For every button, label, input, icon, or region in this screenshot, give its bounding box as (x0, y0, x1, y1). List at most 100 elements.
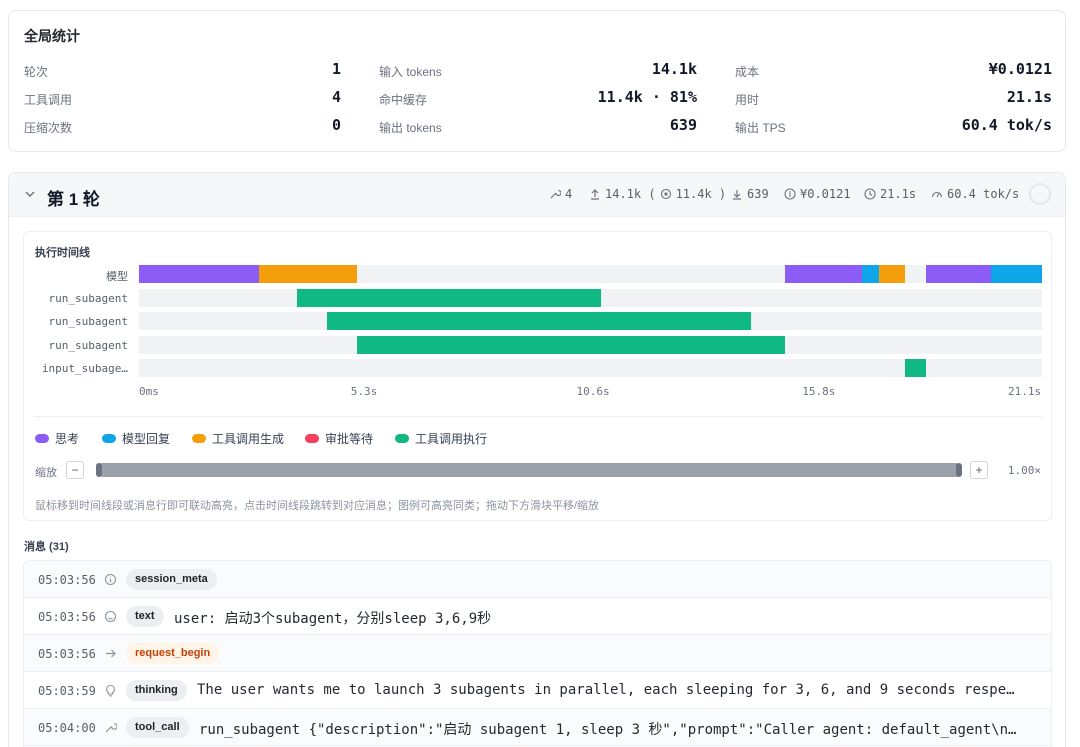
timeline-segment-thinking[interactable] (139, 265, 259, 283)
legend-item-toolgen[interactable]: 工具调用生成 (192, 430, 284, 447)
stat-value-output-tokens: 639 (669, 116, 697, 134)
timeline-track (139, 335, 1042, 354)
timeline-segment-toolgen[interactable] (258, 265, 358, 283)
message-type-badge: thinking (126, 680, 187, 701)
timeline-tick-label: 10.6s (576, 385, 610, 398)
zoom-slider-thumb[interactable] (96, 463, 962, 477)
message-row[interactable]: 05:03:56 request_begin (24, 635, 1051, 672)
stat-label-output-tps: 输出 TPS (735, 121, 786, 135)
timeline-segment-toolexec[interactable] (357, 335, 786, 354)
timeline-tick-label: 0ms (139, 385, 159, 398)
message-row[interactable]: 05:03:59 thinking The user wants me to lau… (24, 672, 1051, 709)
timeline-segment-thinking[interactable] (785, 265, 863, 283)
arrow-right-icon (106, 649, 116, 658)
legend-swatch (192, 434, 206, 443)
timeline-divider (34, 416, 1042, 417)
legend-swatch (35, 434, 49, 443)
timeline-segment-toolexec[interactable] (327, 312, 751, 330)
zoom-label: 缩放 (35, 467, 57, 479)
stat-label-tool-calls: 工具调用 (24, 93, 73, 107)
zoom-slider[interactable] (96, 463, 962, 477)
meta-tps: 60.4 tok/s (931, 187, 1019, 201)
legend-label: 模型回复 (122, 432, 171, 446)
timeline-tick-label: 5.3s (350, 385, 378, 398)
stat-value-compressions: 0 (331, 116, 341, 134)
timeline-track (139, 288, 1042, 307)
global-stats-card: 全局统计 轮次 1 输入 tokens 14.1k 成本 ¥0.0121 工具调… (8, 10, 1066, 152)
zoom-slider-left-handle[interactable] (96, 463, 102, 477)
legend-item-toolexec[interactable]: 工具调用执行 (395, 430, 487, 447)
message-type-badge: tool_call (126, 717, 189, 738)
zoom-in-button[interactable]: + (970, 461, 988, 479)
meta-output: 639 (731, 187, 769, 201)
meta-time-value: 21.1s (880, 187, 917, 201)
message-time: 05:03:56 (38, 610, 96, 624)
legend-swatch (102, 434, 116, 443)
timeline-tick-label: 21.1s (1008, 385, 1042, 398)
loading-spinner-icon (1029, 183, 1051, 205)
timeline-tick-label: 15.8s (802, 385, 836, 398)
meta-cached-value: 11.4k ) (675, 187, 727, 201)
timeline-row-label: run_subagent (48, 338, 128, 352)
stat-value-cache-hit: 11.4k · 81% (597, 88, 697, 106)
stat-value-input-tokens: 14.1k (651, 60, 697, 78)
stat-label-cost: 成本 (735, 65, 760, 79)
timeline-segment-thinking[interactable] (926, 265, 991, 283)
legend-item-approval[interactable]: 审批等待 (305, 430, 373, 447)
coin-icon (784, 188, 796, 200)
round-header[interactable]: 第 1 轮 4 14.1k ( 11.4k ) 639 ¥0.0121 21.1… (9, 173, 1065, 217)
legend-item-reply[interactable]: 模型回复 (102, 430, 170, 447)
chevron-down-icon[interactable] (23, 187, 37, 201)
message-time: 05:04:00 (38, 721, 96, 735)
zoom-value: 1.00× (1007, 464, 1041, 477)
timeline-segment-toolexec[interactable] (905, 359, 927, 377)
timeline-track (139, 359, 1042, 377)
stat-label-cache-hit: 命中缓存 (379, 93, 428, 107)
timeline-segment-reply[interactable] (990, 265, 1042, 283)
meta-tools-value: 4 (565, 187, 573, 201)
message-content: user: 启动3个subagent，分别sleep 3,6,9秒 (174, 611, 492, 627)
zoom-slider-right-handle[interactable] (956, 463, 962, 477)
message-type-badge: request_begin (126, 643, 220, 664)
round-card: 第 1 轮 4 14.1k ( 11.4k ) 639 ¥0.0121 21.1… (8, 172, 1066, 747)
legend-label: 思考 (55, 432, 80, 446)
message-row[interactable]: 05:04:00 tool_call run_subagent {"descript… (24, 709, 1051, 746)
clock-icon (864, 188, 876, 200)
message-row[interactable]: 05:03:56 session_meta (24, 561, 1051, 598)
meta-cost: ¥0.0121 (784, 187, 851, 201)
message-type-badge: session_meta (126, 569, 217, 590)
stat-value-rounds: 1 (331, 60, 341, 78)
timeline-title: 执行时间线 (35, 247, 90, 259)
cache-icon (660, 188, 671, 200)
message-time: 05:03:59 (38, 684, 96, 698)
stat-value-output-tps: 60.4 tok/s (961, 116, 1052, 134)
message-time: 05:03:56 (38, 573, 96, 587)
legend-label: 审批等待 (325, 432, 374, 446)
timeline-segment-toolexec[interactable] (297, 288, 602, 307)
timeline-track (139, 265, 1042, 283)
timeline-row-label: run_subagent (48, 315, 128, 328)
wrench-icon (105, 723, 117, 733)
meta-tps-value: 60.4 tok/s (947, 187, 1020, 201)
zoom-out-button[interactable]: − (66, 461, 84, 479)
timeline-segment-toolgen[interactable] (879, 265, 906, 283)
user-icon (104, 610, 117, 623)
stat-label-input-tokens: 输入 tokens (379, 65, 442, 79)
message-type-badge: text (126, 606, 164, 627)
meta-output-value: 639 (747, 187, 769, 201)
wrench-icon (550, 189, 561, 199)
timeline-hint: 鼠标移到时间线段或消息行即可联动高亮，点击时间线段跳转到对应消息；图例可高亮同类… (35, 500, 600, 512)
stat-label-compressions: 压缩次数 (24, 121, 73, 135)
timeline-row-label: input_subage… (41, 362, 128, 375)
timeline-segment-reply[interactable] (862, 265, 880, 283)
stat-label-rounds: 轮次 (24, 65, 49, 79)
timeline-row-label: 模型 (106, 270, 128, 283)
download-icon (733, 190, 741, 200)
stat-label-output-tokens: 输出 tokens (379, 121, 442, 135)
legend-item-thinking[interactable]: 思考 (35, 430, 79, 447)
message-row[interactable]: 05:03:56 text user: 启动3个subagent，分别sleep 3… (24, 598, 1051, 635)
meta-time: 21.1s (864, 187, 916, 201)
bulb-icon (106, 684, 115, 697)
legend-swatch (395, 434, 409, 443)
message-content: run_subagent {"description":"启动 subagent… (199, 722, 1017, 738)
